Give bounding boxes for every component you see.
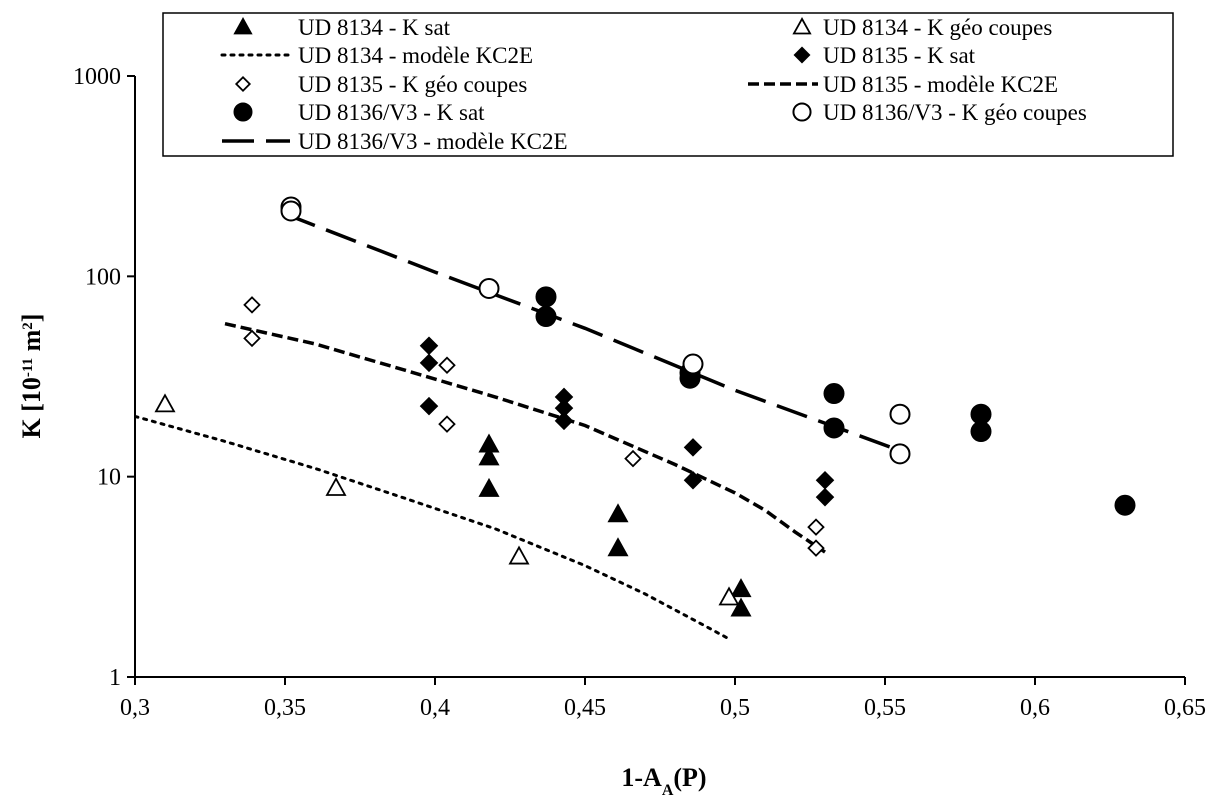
x-tick-label: 0,65	[1164, 695, 1206, 721]
legend-label-ud-8134-k-sat: UD 8134 - K sat	[298, 15, 451, 40]
point-ud-8136-v3-k-sat	[535, 306, 557, 328]
point-ud-8134-k-sat	[730, 597, 752, 617]
y-axis-title-mid: m	[17, 329, 46, 358]
x-tick-label: 0,3	[120, 695, 150, 721]
point-ud-8136-v3-k-geo-coupes	[682, 353, 704, 375]
legend-label-ud-8136-v3-k-geo-coupes: UD 8136/V3 - K géo coupes	[823, 100, 1087, 125]
legend-swatch-ud-8134-k-sat	[233, 17, 253, 35]
point-ud-8136-v3-k-geo-coupes	[280, 200, 302, 222]
x-axis-ticks: 0,3 0,35 0,4 0,45 0,5 0,55 0,6 0,65	[120, 677, 1206, 721]
legend-label-ud-8135-k-sat: UD 8135 - K sat	[823, 43, 976, 68]
point-ud-8135-k-geo-coupes	[243, 329, 261, 348]
x-tick-label: 0,55	[864, 695, 906, 721]
point-ud-8136-v3-k-geo-coupes	[889, 443, 911, 465]
point-ud-8134-k-sat	[730, 578, 752, 598]
y-tick-label: 10	[97, 465, 121, 491]
x-tick-label: 0,35	[264, 695, 306, 721]
point-ud-8135-k-sat	[683, 470, 703, 490]
point-ud-8134-k-sat	[478, 477, 500, 497]
x-tick-label: 0,4	[420, 695, 450, 721]
point-ud-8135-k-geo-coupes	[438, 356, 456, 374]
x-axis-title-main: 1-A	[621, 763, 662, 792]
legend-swatch-ud-8135-k-sat	[793, 46, 811, 64]
point-ud-8135-k-sat	[419, 353, 439, 373]
point-ud-8134-k-sat	[607, 503, 629, 523]
point-ud-8135-k-geo-coupes	[624, 449, 642, 468]
point-ud-8134-k-sat	[478, 446, 500, 466]
line-ud-8134-modele-kc2e	[135, 414, 731, 641]
point-ud-8134-k-geo-coupes	[508, 545, 530, 565]
x-axis-title-sub: A	[662, 782, 674, 797]
point-ud-8136-v3-k-sat	[535, 286, 557, 308]
point-ud-8135-k-geo-coupes	[438, 415, 456, 433]
point-ud-8136-v3-k-sat	[1114, 494, 1136, 516]
point-ud-8135-k-geo-coupes	[243, 296, 261, 314]
y-axis-title-tail: ]	[17, 314, 46, 323]
point-ud-8134-k-geo-coupes	[154, 393, 176, 413]
y-axis-title-exp1: -11	[20, 358, 36, 377]
legend: UD 8134 - K sat UD 8134 - K géo coupes UD …	[220, 15, 1087, 154]
legend-box	[162, 12, 1174, 157]
legend-label-ud-8136-v3-k-sat: UD 8136/V3 - K sat	[298, 100, 485, 125]
y-tick-label: 100	[85, 264, 121, 290]
legend-label-ud-8134-k-geo-coupes: UD 8134 - K géo coupes	[823, 15, 1052, 40]
legend-label-ud-8134-modele-kc2e: UD 8134 - modèle KC2E	[298, 43, 533, 68]
point-ud-8136-v3-k-sat	[823, 417, 845, 439]
x-tick-label: 0,45	[564, 695, 606, 721]
legend-swatch-ud-8136-v3-k-sat	[233, 102, 253, 122]
legend-label-ud-8135-k-geo-coupes: UD 8135 - K géo coupes	[298, 72, 527, 97]
y-axis-title-exp2: 2	[20, 322, 36, 330]
point-ud-8136-v3-k-sat	[970, 421, 992, 443]
point-ud-8134-k-geo-coupes	[325, 476, 347, 496]
point-ud-8135-k-sat	[683, 438, 703, 457]
point-ud-8134-k-geo-coupes	[718, 586, 740, 606]
legend-swatch-ud-8136-v3-k-geo-coupes	[792, 102, 812, 122]
point-ud-8136-v3-k-geo-coupes	[889, 403, 911, 425]
y-axis-title: K [10-11 m2]	[17, 314, 46, 439]
y-tick-label: 1	[109, 665, 121, 691]
point-ud-8136-v3-k-geo-coupes	[478, 277, 500, 299]
x-axis-title-tail: (P)	[673, 763, 706, 792]
x-axis-title: 1-AA(P)	[621, 763, 706, 797]
point-ud-8136-v3-k-sat	[823, 383, 845, 405]
x-tick-label: 0,5	[720, 695, 750, 721]
point-ud-8135-k-sat	[815, 470, 835, 490]
y-axis-ticks: 1 10 100 1000	[73, 64, 135, 691]
x-tick-label: 0,6	[1020, 695, 1050, 721]
point-ud-8135-k-sat	[815, 487, 835, 507]
point-ud-8135-k-sat	[419, 336, 439, 356]
point-ud-8135-k-sat	[419, 396, 439, 416]
line-ud-8136-v3-modele-kc2e	[284, 212, 901, 453]
point-ud-8134-k-sat	[607, 537, 629, 557]
legend-swatch-ud-8134-k-geo-coupes	[792, 17, 812, 35]
data-points	[154, 196, 1136, 617]
point-ud-8135-k-sat	[554, 411, 574, 431]
legend-label-ud-8135-modele-kc2e: UD 8135 - modèle KC2E	[823, 72, 1058, 97]
legend-label-ud-8136-v3-modele-kc2e: UD 8136/V3 - modèle KC2E	[298, 129, 568, 154]
model-lines	[135, 212, 901, 641]
point-ud-8135-k-geo-coupes	[807, 518, 825, 536]
y-axis-title-main: K [10	[17, 377, 46, 438]
y-tick-label: 1000	[73, 64, 121, 90]
point-ud-8135-k-geo-coupes	[807, 539, 825, 557]
line-ud-8135-modele-kc2e	[224, 321, 826, 554]
legend-swatch-ud-8135-k-geo-coupes	[234, 75, 252, 93]
